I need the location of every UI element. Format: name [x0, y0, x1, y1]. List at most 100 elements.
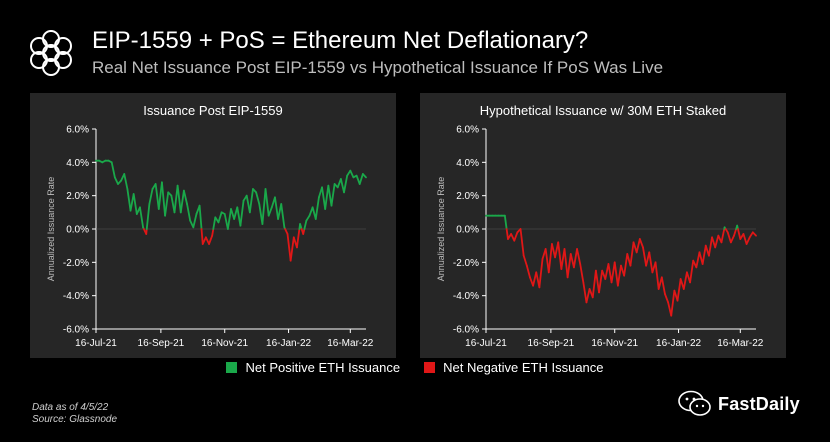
- series-segment-negative: [748, 231, 754, 239]
- legend-swatch-negative: [424, 362, 436, 373]
- series-segment-positive: [157, 181, 163, 210]
- y-axis-label: Annualized Issuance Rate: [46, 177, 56, 282]
- series-segment-positive: [343, 174, 349, 194]
- x-tick-label: 16-Nov-21: [201, 338, 248, 349]
- series-segment-negative: [289, 236, 295, 262]
- y-tick-label: 6.0%: [456, 125, 479, 136]
- series-segment-negative: [522, 254, 528, 267]
- series-segment-positive: [212, 216, 217, 230]
- series-segment-negative: [701, 244, 707, 265]
- series-segment-positive: [314, 196, 320, 220]
- series-segment-negative: [598, 269, 604, 294]
- x-tick-label: 16-Nov-21: [591, 338, 638, 349]
- series-segment-positive: [110, 161, 116, 179]
- series-segment-negative: [201, 236, 207, 245]
- y-tick-label: -2.0%: [63, 258, 89, 269]
- series-segment-negative: [676, 278, 682, 302]
- y-tick-label: 6.0%: [66, 125, 89, 136]
- series-segment-positive: [226, 208, 232, 230]
- chart-panel-right: Hypothetical Issuance w/ 30M ETH Staked …: [420, 93, 786, 358]
- series-segment-positive: [113, 176, 119, 185]
- series-segment-negative: [648, 251, 654, 274]
- x-tick-label: 16-Sep-21: [528, 338, 575, 349]
- series-segment-negative: [579, 263, 585, 284]
- series-segment-positive: [129, 193, 135, 212]
- series-segment-positive: [123, 173, 129, 190]
- series-segment-negative: [208, 234, 214, 245]
- series-segment-negative: [616, 264, 622, 287]
- y-tick-label: -4.0%: [453, 291, 479, 302]
- page-title: EIP-1559 + PoS = Ethereum Net Deflationa…: [92, 27, 589, 54]
- series-segment-negative: [733, 228, 738, 237]
- series-segment-positive: [321, 186, 327, 210]
- series-segment-negative: [623, 253, 629, 277]
- series-segment-negative: [664, 293, 669, 304]
- series-segment-positive: [267, 206, 273, 217]
- series-segment-positive: [230, 208, 236, 220]
- series-segment-positive: [154, 183, 160, 210]
- series-segment-positive: [324, 184, 330, 210]
- series-segment-negative: [607, 263, 613, 284]
- series-segment-negative: [576, 248, 582, 265]
- brand-logo-icon: [30, 30, 72, 76]
- legend-swatch-positive: [226, 362, 238, 373]
- series-segment-positive: [176, 184, 182, 214]
- legend-item-positive: Net Positive ETH Issuance: [226, 360, 400, 375]
- series-segment-negative: [532, 271, 538, 287]
- series-segment-positive: [330, 183, 336, 207]
- series-segment-positive: [349, 169, 355, 179]
- series-segment-positive: [198, 204, 203, 230]
- series-segment-negative: [519, 228, 525, 257]
- series-segment-negative: [551, 243, 556, 259]
- series-segment-negative: [296, 228, 301, 249]
- legend-item-negative: Net Negative ETH Issuance: [424, 360, 604, 375]
- series-segment-positive: [248, 188, 254, 214]
- series-segment-negative: [563, 248, 569, 279]
- y-tick-label: 2.0%: [456, 191, 479, 202]
- series-segment-negative: [538, 258, 544, 289]
- x-tick-label: 16-Mar-22: [327, 338, 374, 349]
- series-segment-negative: [591, 269, 597, 299]
- series-segment-negative: [682, 271, 688, 290]
- y-tick-label: -2.0%: [453, 258, 479, 269]
- y-tick-label: -6.0%: [453, 325, 479, 336]
- series-segment-positive: [139, 206, 144, 229]
- series-segment-negative: [573, 248, 578, 269]
- chart-right: 6.0% 4.0% 2.0% 0.0% -2.0% -4.0% -6.0% 16-Jul-21…: [436, 125, 764, 350]
- series-segment-negative: [660, 276, 666, 295]
- series-segment-negative: [585, 288, 591, 304]
- series-segment-negative: [582, 281, 588, 304]
- legend-label-positive: Net Positive ETH Issuance: [245, 360, 401, 375]
- wechat-icon: [678, 390, 711, 416]
- x-tick-label: 16-Mar-22: [717, 338, 764, 349]
- y-tick-label: -4.0%: [63, 291, 89, 302]
- series-segment-positive: [132, 193, 138, 215]
- series-segment-negative: [544, 248, 550, 274]
- series-segment-positive: [339, 178, 345, 194]
- series-segment-negative: [557, 241, 563, 270]
- series-segment-negative: [604, 263, 610, 280]
- series-segment-negative: [525, 264, 531, 279]
- chart-title-left: Issuance Post EIP-1559: [143, 103, 283, 118]
- series-segment-negative: [513, 231, 519, 242]
- series-segment-positive: [264, 188, 270, 217]
- series-segment-positive: [173, 184, 179, 214]
- series-segment-negative: [613, 261, 619, 287]
- y-tick-label: 4.0%: [456, 158, 479, 169]
- series-segment-negative: [284, 228, 289, 235]
- series-segment-positive: [274, 196, 279, 220]
- series-segment-negative: [642, 246, 648, 267]
- series-segment-negative: [742, 233, 748, 245]
- x-tick-label: 16-Jul-21: [75, 338, 117, 349]
- series-segment-positive: [126, 188, 132, 212]
- series-segment-positive: [361, 173, 367, 179]
- series-segment-negative: [505, 228, 509, 240]
- x-tick-label: 16-Jan-22: [656, 338, 701, 349]
- chart-legend: Net Positive ETH Issuance Net Negative E…: [0, 360, 830, 375]
- series-segment-positive: [192, 213, 198, 229]
- series-segment-negative: [729, 234, 735, 244]
- legend-label-negative: Net Negative ETH Issuance: [443, 360, 604, 375]
- series-segment-negative: [566, 253, 572, 279]
- footnote-source: Source: Glassnode: [32, 414, 118, 425]
- series-segment-negative: [629, 241, 635, 267]
